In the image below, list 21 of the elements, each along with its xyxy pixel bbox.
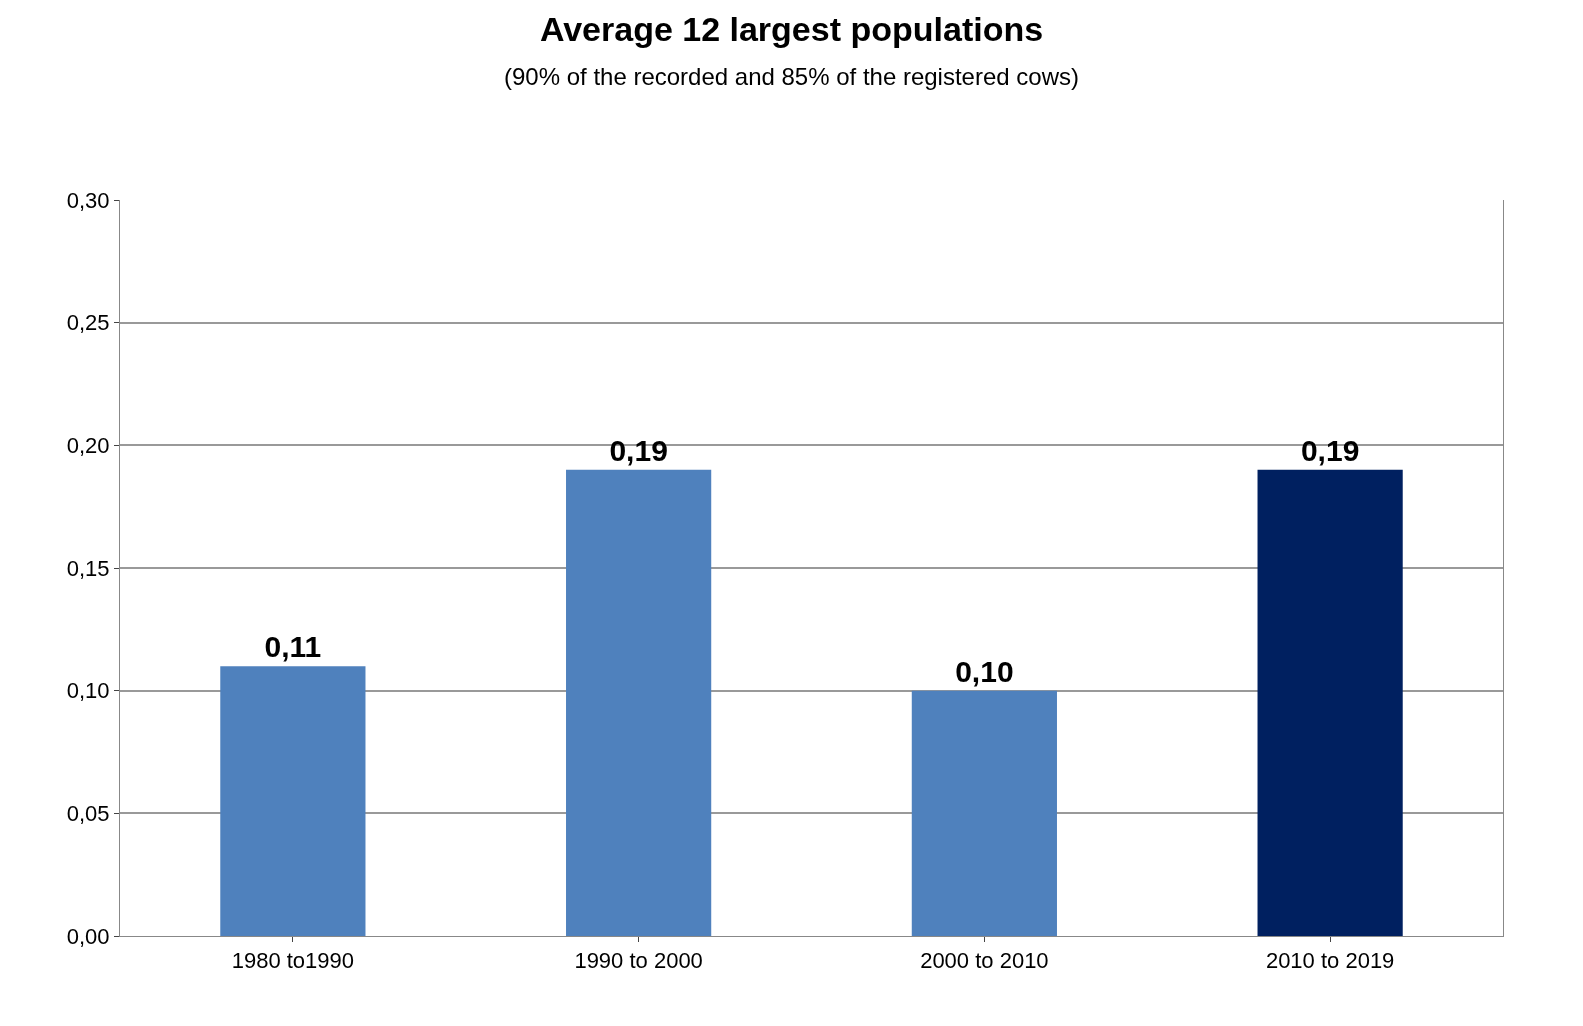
x-tick-label: 1990 to 2000 bbox=[574, 948, 703, 974]
chart-subtitle: (90% of the recorded and 85% of the registered cows) bbox=[504, 63, 1079, 91]
y-tick-label: 0,15 bbox=[66, 555, 110, 581]
y-tick-label: 0,05 bbox=[66, 801, 110, 827]
data-label: 0,19 bbox=[609, 433, 668, 467]
y-tick-label: 0,20 bbox=[66, 433, 110, 459]
y-tick-label: 0,10 bbox=[66, 678, 110, 704]
data-label: 0,11 bbox=[264, 630, 322, 664]
x-tick-label: 2000 to 2010 bbox=[920, 948, 1049, 974]
chart-title: Average 12 largest populations bbox=[539, 10, 1044, 49]
y-tick-label: 0,00 bbox=[66, 923, 110, 949]
x-tick-label: 2010 to 2019 bbox=[1265, 948, 1395, 974]
bar bbox=[1257, 469, 1403, 936]
x-tick-label: 1980 to1990 bbox=[231, 948, 355, 974]
data-label: 0,10 bbox=[955, 654, 1014, 688]
bar bbox=[566, 469, 712, 936]
data-label: 0,19 bbox=[1300, 433, 1360, 467]
bar bbox=[220, 666, 366, 936]
y-tick-label: 0,25 bbox=[66, 310, 110, 336]
bar bbox=[911, 690, 1057, 936]
y-tick-label: 0,30 bbox=[66, 187, 110, 213]
